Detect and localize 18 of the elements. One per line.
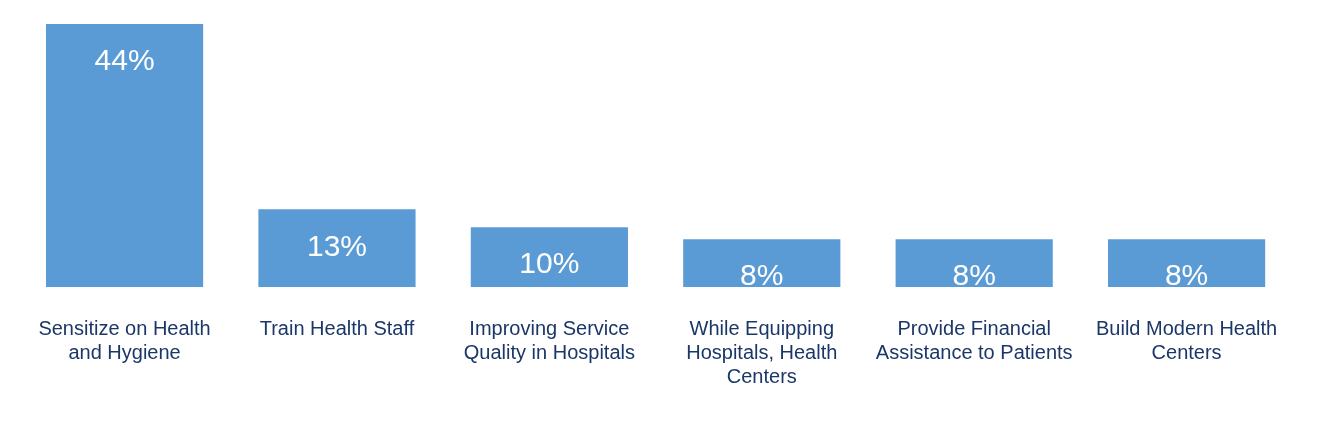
data-label: 10% [519,246,580,280]
bar [45,23,204,287]
data-label: 8% [1164,258,1209,292]
data-label: 44% [94,43,155,77]
bar [895,239,1053,287]
bar [683,239,841,287]
x-tick-label: Build Modern Health Centers [1095,316,1278,363]
x-tick-label: Improving Service Quality in Hospitals [463,316,635,363]
x-tick-label: Provide Financial Assistance to Patients [875,316,1073,363]
data-label: 8% [952,258,996,292]
bar [1108,239,1266,287]
data-label: 13% [306,228,367,262]
data-label: 8% [740,258,784,292]
x-tick-label: While Equipping Hospitals, Health Centers [686,316,838,387]
bar [258,209,416,287]
bar [470,227,628,287]
x-tick-label: Sensitize on Health and Hygiene [38,316,211,363]
x-tick-label: Train Health Staff [259,316,415,339]
